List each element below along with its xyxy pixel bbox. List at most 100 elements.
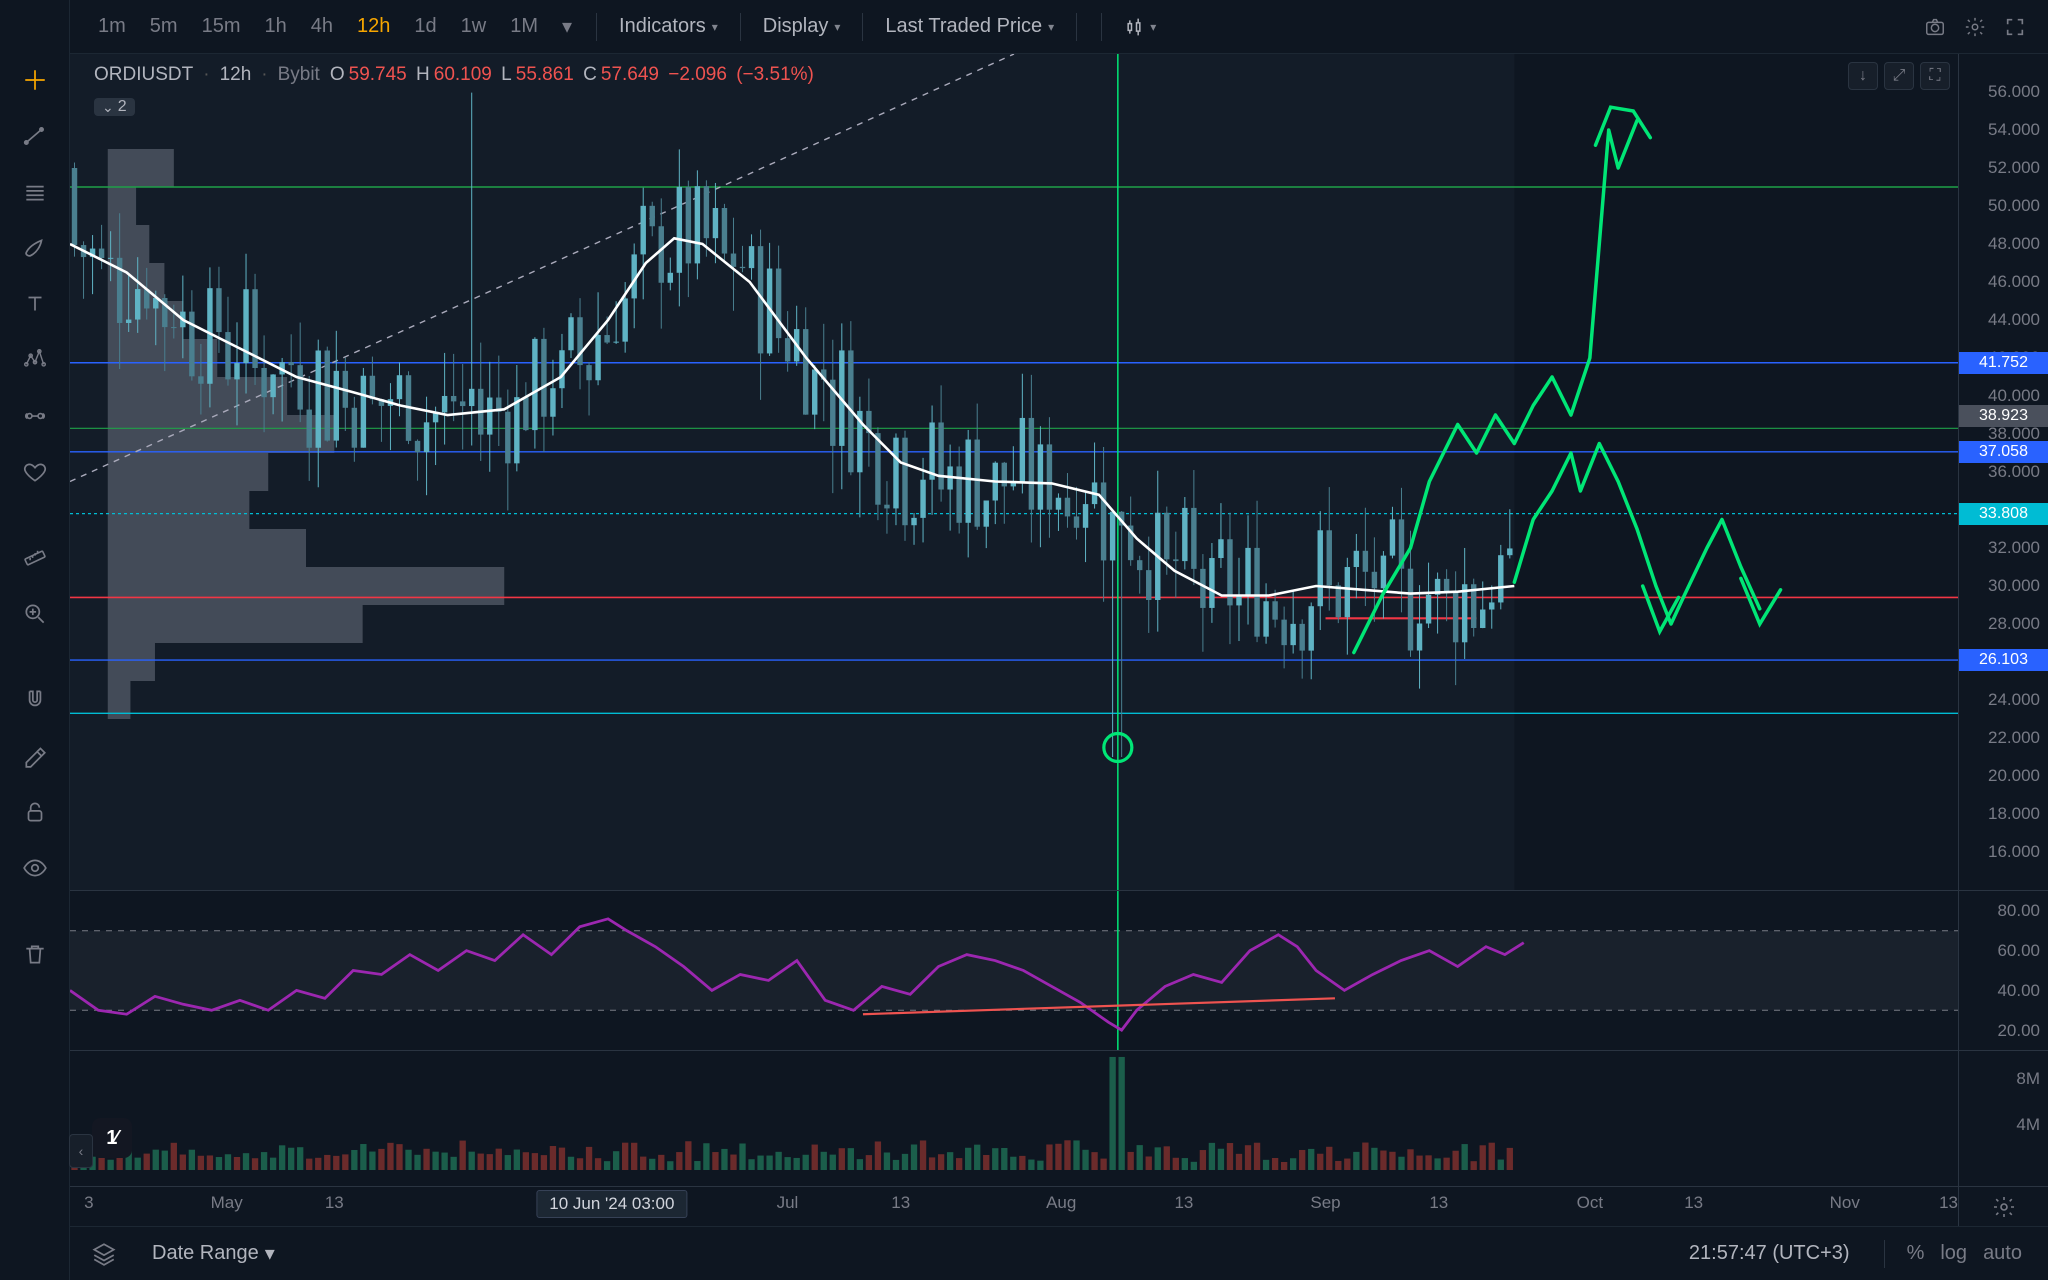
time-tick: 13 bbox=[891, 1193, 910, 1213]
drawing-toolbar bbox=[0, 0, 70, 1280]
price-tick: 50.000 bbox=[1988, 196, 2040, 216]
volume-svg bbox=[70, 1051, 1958, 1170]
time-tick: 13 bbox=[1174, 1193, 1193, 1213]
chart-area: ORDIUSDT · 12h · Bybit O59.745 H60.109 L… bbox=[70, 54, 2048, 1226]
tf-1w[interactable]: 1w bbox=[451, 11, 497, 42]
pane-collapse-icon[interactable]: ⤢ bbox=[1884, 62, 1914, 90]
ohlc: O59.745 H60.109 L55.861 C57.649 −2.096 (… bbox=[330, 64, 818, 86]
time-axis[interactable]: 3May13Jun13Jul13Aug13Sep13Oct13Nov1310 J… bbox=[70, 1186, 2048, 1226]
tradingview-logo: 1⁄ bbox=[92, 1118, 132, 1158]
tf-1d[interactable]: 1d bbox=[404, 11, 446, 42]
favorite-tool[interactable] bbox=[15, 452, 55, 492]
tf-1m[interactable]: 1m bbox=[88, 11, 136, 42]
fib-tool[interactable] bbox=[15, 172, 55, 212]
expand-left-icon[interactable]: ‹ bbox=[69, 1134, 93, 1168]
pattern-tool[interactable] bbox=[15, 340, 55, 380]
price-tick: 22.000 bbox=[1988, 728, 2040, 748]
time-tick: May bbox=[211, 1193, 243, 1213]
pct-toggle[interactable]: % bbox=[1899, 1242, 1933, 1265]
price-tag: 37.058 bbox=[1959, 441, 2048, 463]
rsi-tick: 60.00 bbox=[1997, 941, 2040, 961]
tf-1M[interactable]: 1M bbox=[500, 11, 548, 42]
tf-12h[interactable]: 12h bbox=[347, 11, 400, 42]
auto-toggle[interactable]: auto bbox=[1975, 1242, 2030, 1265]
indicator-count-badge[interactable]: 2 bbox=[94, 98, 135, 116]
main-pane[interactable]: ORDIUSDT · 12h · Bybit O59.745 H60.109 L… bbox=[70, 54, 1958, 890]
forecast-tool[interactable] bbox=[15, 396, 55, 436]
main-chart-svg bbox=[70, 54, 1958, 890]
rsi-tick: 20.00 bbox=[1997, 1021, 2040, 1041]
legend: ORDIUSDT · 12h · Bybit O59.745 H60.109 L… bbox=[94, 64, 818, 86]
rsi-tick: 80.00 bbox=[1997, 901, 2040, 921]
pane-controls: ↓ ⤢ ⛶ bbox=[1848, 62, 1950, 90]
exchange: Bybit bbox=[278, 64, 320, 86]
tf-4h[interactable]: 4h bbox=[301, 11, 343, 42]
price-tick: 54.000 bbox=[1988, 120, 2040, 140]
price-tick: 24.000 bbox=[1988, 690, 2040, 710]
time-tick: 13 bbox=[1939, 1193, 1958, 1213]
date-range-menu[interactable]: Date Range▾ bbox=[144, 1237, 283, 1270]
divider bbox=[596, 13, 597, 41]
time-tick: 13 bbox=[1429, 1193, 1448, 1213]
price-tick: 36.000 bbox=[1988, 462, 2040, 482]
log-toggle[interactable]: log bbox=[1932, 1242, 1975, 1265]
price-tick: 16.000 bbox=[1988, 842, 2040, 862]
menu-last-traded-price[interactable]: Last Traded Price ▾ bbox=[877, 11, 1062, 42]
zoom-tool[interactable] bbox=[15, 594, 55, 634]
time-tick: Nov bbox=[1830, 1193, 1860, 1213]
hide-tool[interactable] bbox=[15, 848, 55, 888]
bottombar: Date Range▾ 21:57:47 (UTC+3) % log auto bbox=[70, 1226, 2048, 1280]
time-tick: Sep bbox=[1310, 1193, 1340, 1213]
price-tick: 32.000 bbox=[1988, 538, 2040, 558]
pane-down-icon[interactable]: ↓ bbox=[1848, 62, 1878, 90]
magnet-tool[interactable] bbox=[15, 680, 55, 720]
layers-icon[interactable] bbox=[88, 1238, 120, 1270]
tf-1h[interactable]: 1h bbox=[255, 11, 297, 42]
trash-tool[interactable] bbox=[15, 934, 55, 974]
price-tick: 52.000 bbox=[1988, 158, 2040, 178]
candle-type-menu[interactable]: ▾ bbox=[1116, 13, 1164, 41]
clock[interactable]: 21:57:47 (UTC+3) bbox=[1689, 1242, 1850, 1265]
ruler-tool[interactable] bbox=[15, 538, 55, 578]
interval: 12h bbox=[220, 64, 252, 86]
price-tick: 18.000 bbox=[1988, 804, 2040, 824]
price-axis[interactable]: 56.00054.00052.00050.00048.00046.00044.0… bbox=[1958, 54, 2048, 1186]
menu-display[interactable]: Display ▾ bbox=[755, 11, 849, 42]
volume-pane[interactable]: 1⁄ ‹ bbox=[70, 1050, 1958, 1170]
pane-max-icon[interactable]: ⛶ bbox=[1920, 62, 1950, 90]
price-tick: 40.000 bbox=[1988, 386, 2040, 406]
price-tag: 41.752 bbox=[1959, 352, 2048, 374]
topbar: 1m5m15m1h4h12h1d1w1M ▾ Indicators ▾ Displ… bbox=[70, 0, 2048, 54]
price-tick: 44.000 bbox=[1988, 310, 2040, 330]
camera-icon[interactable] bbox=[1920, 12, 1950, 42]
text-tool[interactable] bbox=[15, 284, 55, 324]
rsi-pane[interactable] bbox=[70, 890, 1958, 1050]
lock-tool[interactable] bbox=[15, 792, 55, 832]
brush-tool[interactable] bbox=[15, 228, 55, 268]
settings-icon[interactable] bbox=[1960, 12, 1990, 42]
axis-settings-icon[interactable] bbox=[1992, 1195, 2016, 1219]
price-tag: 26.103 bbox=[1959, 649, 2048, 671]
time-tick: Jul bbox=[777, 1193, 799, 1213]
time-tick: 13 bbox=[1684, 1193, 1703, 1213]
divider bbox=[1101, 13, 1102, 41]
price-tick: 30.000 bbox=[1988, 576, 2040, 596]
menu-indicators[interactable]: Indicators ▾ bbox=[611, 11, 726, 42]
trendline-tool[interactable] bbox=[15, 116, 55, 156]
price-tag: 33.808 bbox=[1959, 503, 2048, 525]
fullscreen-icon[interactable] bbox=[2000, 12, 2030, 42]
crosshair-tool[interactable] bbox=[15, 60, 55, 100]
symbol[interactable]: ORDIUSDT bbox=[94, 64, 193, 86]
tf-more[interactable]: ▾ bbox=[552, 10, 582, 43]
time-tooltip: 10 Jun '24 03:00 bbox=[536, 1190, 687, 1218]
tf-5m[interactable]: 5m bbox=[140, 11, 188, 42]
price-tick: 46.000 bbox=[1988, 272, 2040, 292]
rsi-tick: 40.00 bbox=[1997, 981, 2040, 1001]
draw-mode-tool[interactable] bbox=[15, 736, 55, 776]
time-tick: 3 bbox=[84, 1193, 93, 1213]
time-tick: Oct bbox=[1577, 1193, 1603, 1213]
time-tick: 13 bbox=[325, 1193, 344, 1213]
rsi-svg bbox=[70, 891, 1958, 1050]
tf-15m[interactable]: 15m bbox=[192, 11, 251, 42]
price-tick: 48.000 bbox=[1988, 234, 2040, 254]
